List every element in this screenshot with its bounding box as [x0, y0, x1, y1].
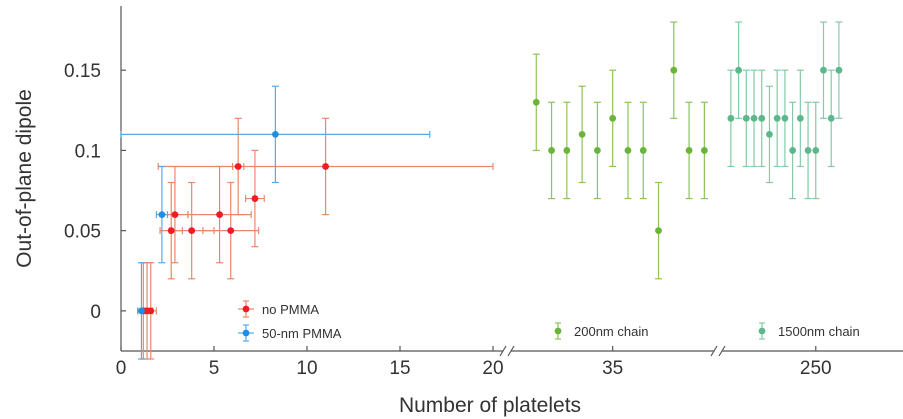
legend-label: no PMMA: [262, 302, 319, 317]
data-point: [578, 130, 586, 138]
legend-label: 50-nm PMMA: [262, 326, 342, 341]
axis-break-mark: [710, 345, 718, 357]
data-point: [773, 114, 781, 122]
legend-label: 200nm chain: [574, 324, 648, 339]
data-point: [227, 227, 235, 235]
data-point: [234, 163, 242, 170]
data-point: [789, 147, 797, 154]
x-tick-label: 5: [209, 358, 220, 379]
data-point: [563, 147, 571, 154]
data-point: [609, 114, 617, 122]
tick-labels: 0 0.05 0.1 0.15 0 5 10 15 20 35 250: [64, 61, 832, 379]
axes: [120, 6, 903, 357]
legend-marker-dot: [242, 329, 250, 337]
data-point: [624, 147, 632, 154]
data-point: [835, 66, 843, 74]
data-point: [251, 195, 259, 202]
y-tick-label: 0: [90, 302, 101, 323]
y-tick-label: 0.05: [64, 222, 101, 243]
data-point: [804, 147, 812, 154]
x-tick-label: 250: [800, 358, 832, 379]
data-point: [700, 147, 708, 154]
y-tick-label: 0.15: [64, 61, 101, 82]
x-tick-label: 35: [602, 358, 623, 379]
data-point: [735, 66, 742, 74]
data-point: [812, 147, 820, 154]
legend-marker-dot: [758, 327, 766, 335]
x-tick-label: 0: [116, 358, 127, 379]
legend-label: 1500nm chain: [778, 324, 860, 339]
data-points: [138, 66, 843, 315]
data-point: [594, 147, 601, 154]
legend-item: 200nm chain: [554, 322, 648, 340]
legend-marker-dot: [554, 327, 562, 335]
legend: no PMMA 50-nm PMMA 200nm chain 1500nm chain: [238, 300, 860, 342]
data-point: [727, 114, 735, 122]
x-axis-title: Number of platelets: [399, 394, 581, 417]
data-point: [655, 227, 662, 235]
data-point: [138, 307, 145, 315]
x-tick-label: 15: [389, 358, 410, 379]
axis-break-mark: [718, 345, 726, 357]
axis-break-mark: [499, 345, 507, 357]
y-axis-title: Out-of-plane dipole: [13, 89, 36, 268]
data-point: [639, 147, 647, 154]
data-point: [171, 211, 179, 219]
data-point: [685, 147, 693, 154]
data-point: [781, 114, 789, 122]
legend-item: 1500nm chain: [758, 322, 860, 340]
x-tick-label: 10: [296, 358, 317, 379]
legend-marker-dot: [242, 305, 250, 313]
data-point: [188, 227, 196, 235]
data-point: [548, 147, 555, 154]
data-point: [766, 130, 773, 138]
data-point: [216, 211, 223, 219]
error-bars: [120, 21, 843, 360]
y-tick-label: 0.1: [75, 141, 101, 162]
data-point: [750, 114, 758, 122]
data-point: [158, 211, 166, 219]
legend-item: 50-nm PMMA: [238, 324, 342, 342]
data-point: [322, 163, 329, 170]
data-point: [147, 307, 155, 315]
data-point: [820, 66, 827, 74]
x-tick-label: 20: [482, 358, 503, 379]
data-point: [796, 114, 804, 122]
data-point: [271, 130, 279, 138]
data-point: [758, 114, 766, 122]
legend-item: no PMMA: [238, 300, 319, 318]
axis-break-mark: [507, 345, 515, 357]
data-point: [742, 114, 750, 122]
data-point: [670, 66, 678, 74]
data-point: [827, 114, 835, 122]
data-point: [532, 98, 540, 106]
data-point: [167, 227, 175, 235]
